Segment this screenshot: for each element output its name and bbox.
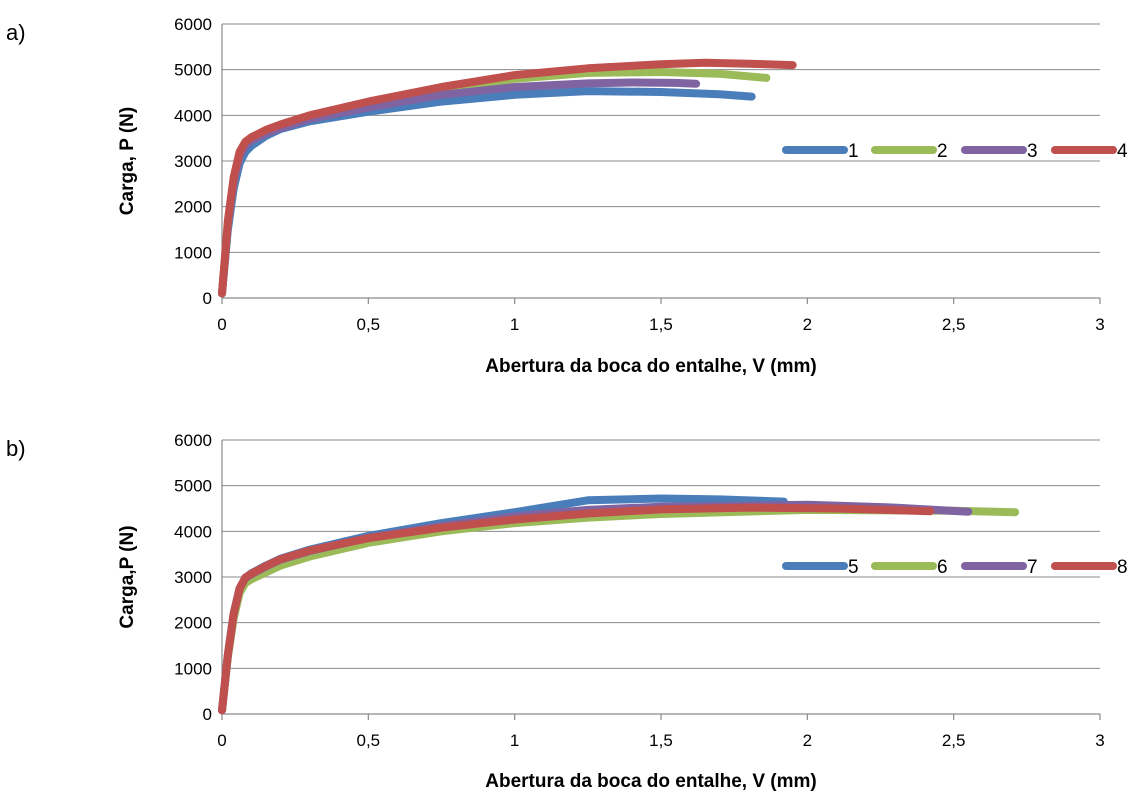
x-axis-title: Abertura da boca do entalhe, V (mm) (485, 356, 817, 377)
series-line-4 (218, 58, 797, 298)
y-tick-label: 3000 (174, 568, 212, 587)
legend-label-3: 3 (1027, 141, 1038, 162)
series-line-8 (218, 503, 935, 715)
y-tick-label: 6000 (174, 431, 212, 450)
y-tick-label: 0 (203, 289, 212, 308)
x-tick-label: 2,5 (942, 315, 966, 334)
series-line-7 (218, 500, 973, 715)
legend-label-2: 2 (937, 141, 948, 162)
x-tick-label: 1 (510, 315, 519, 334)
panel-label: a) (6, 20, 26, 45)
x-tick-label: 0,5 (357, 731, 381, 750)
y-axis-title: Carga,P (N) (117, 525, 138, 628)
y-tick-label: 5000 (174, 477, 212, 496)
y-tick-label: 2000 (174, 614, 212, 633)
x-tick-label: 2 (803, 315, 812, 334)
legend-label-1: 1 (848, 141, 859, 162)
series-line-5 (218, 494, 788, 715)
x-tick-label: 1 (510, 731, 519, 750)
series-line-3 (218, 78, 701, 298)
y-tick-label: 4000 (174, 522, 212, 541)
panel-label: b) (6, 436, 26, 461)
x-tick-label: 2 (803, 731, 812, 750)
x-tick-label: 0,5 (357, 315, 381, 334)
legend-label-5: 5 (848, 557, 859, 578)
y-tick-label: 1000 (174, 243, 212, 262)
x-tick-label: 3 (1095, 731, 1104, 750)
y-axis-title: Carga, P (N) (117, 107, 138, 215)
x-tick-label: 1,5 (649, 315, 673, 334)
y-tick-label: 1000 (174, 659, 212, 678)
legend-label-6: 6 (937, 557, 948, 578)
chart-panel-2: b) 0 1000 2000 3000 4000 5000 6000 0 0,5 1 1,5 2 2,5 3… (6, 431, 1128, 792)
x-tick-label: 2,5 (942, 731, 966, 750)
y-tick-label: 4000 (174, 106, 212, 125)
legend-label-8: 8 (1117, 557, 1128, 578)
x-tick-label: 1,5 (649, 731, 673, 750)
x-tick-label: 0 (217, 731, 226, 750)
y-tick-label: 0 (203, 705, 212, 724)
y-tick-label: 2000 (174, 198, 212, 217)
x-tick-label: 3 (1095, 315, 1104, 334)
series-line-2 (218, 68, 771, 298)
legend-label-4: 4 (1117, 141, 1128, 162)
legend-label-7: 7 (1027, 557, 1038, 578)
y-tick-label: 6000 (174, 15, 212, 34)
y-tick-label: 5000 (174, 61, 212, 80)
x-axis-title: Abertura da boca do entalhe, V (mm) (485, 771, 817, 792)
y-tick-label: 3000 (174, 152, 212, 171)
x-tick-label: 0 (217, 315, 226, 334)
chart-panel-1: a) 0 1000 2000 3000 4000 5000 6000 0 0,5 1 1,5 2 2,5 3… (6, 15, 1128, 377)
